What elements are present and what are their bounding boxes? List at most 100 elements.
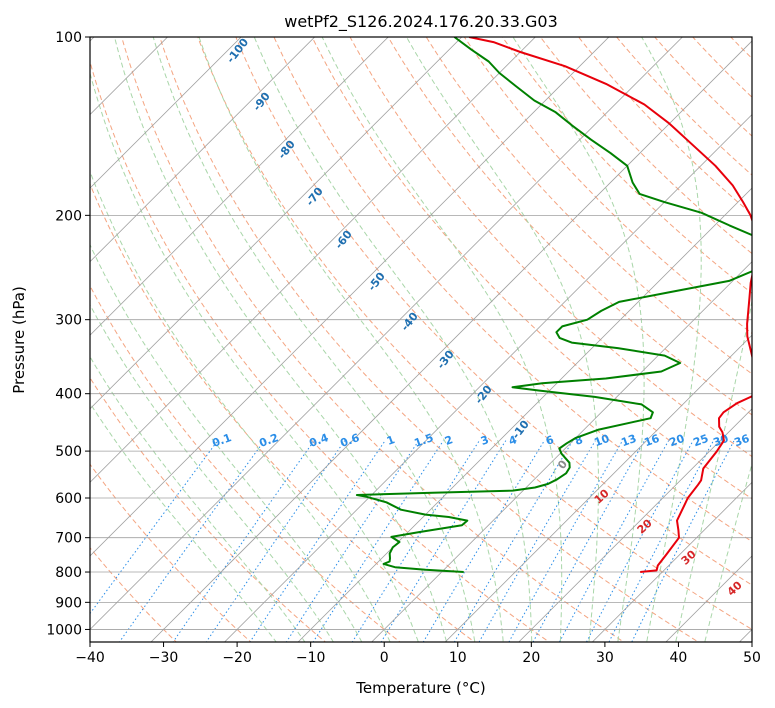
x-tick-label: 10 [449, 650, 467, 666]
mixing-ratio-line [422, 440, 545, 642]
x-axis: −40 −30 −20 −10 0 10 20 30 40 50 [75, 642, 761, 666]
mixing-ratio-line [585, 440, 694, 642]
moist-adiabat-line [704, 462, 752, 642]
mixing-ratio-line [118, 440, 265, 642]
mixing-ratio-label: 6 [544, 433, 556, 448]
mixing-ratio-label: 30 [711, 432, 730, 450]
isotherm-line [90, 37, 242, 189]
dry-adiabat-line [577, 37, 752, 215]
mixing-ratio-line [631, 440, 735, 642]
y-tick-label: 800 [55, 565, 82, 581]
x-tick-label: −10 [296, 650, 326, 666]
sounding-series [355, 37, 752, 573]
dry-adiabat-line [159, 37, 700, 642]
moist-adiabats [90, 37, 752, 642]
isotherm-line [90, 37, 316, 263]
dry-adiabat-line [349, 37, 752, 458]
y-tick-label: 1000 [46, 622, 82, 638]
y-axis: 100 200 300 400 500 600 700 800 900 1000 [46, 30, 90, 638]
y-tick-label: 600 [55, 491, 82, 507]
x-tick-label: 20 [522, 650, 540, 666]
dry-adiabat-line [121, 37, 625, 642]
mixing-ratio-label: 13 [619, 432, 638, 449]
temperature-line [468, 37, 752, 573]
dry-adiabat-line [90, 182, 476, 642]
mixing-ratio-label: 36 [732, 432, 751, 450]
moist-adiabat-line [90, 243, 363, 642]
isotherm-line [90, 37, 536, 483]
mixing-ratio-line [508, 440, 623, 642]
x-tick-label: −40 [75, 650, 105, 666]
mixing-ratio-line [351, 440, 480, 642]
dry-adiabat-line [387, 37, 752, 416]
dry-adiabat-line [197, 37, 752, 631]
mixing-ratio-line [380, 440, 507, 642]
dry-adiabat-line [425, 37, 752, 375]
x-tick-label: 40 [670, 650, 688, 666]
mixing-ratio-line [453, 440, 574, 642]
mixing-ratio-label: 4 [507, 433, 519, 448]
isotherm-line [518, 408, 752, 642]
mixing-ratio-label: 0.4 [307, 431, 330, 450]
y-axis-title: Pressure (hPa) [10, 286, 28, 394]
y-tick-label: 400 [55, 387, 82, 403]
moist-adiabat-line [253, 37, 533, 642]
isotherm-line [90, 37, 610, 557]
y-tick-label: 700 [55, 531, 82, 547]
x-tick-label: 50 [743, 650, 761, 666]
moist-adiabat-line [641, 37, 702, 642]
isotherm-line [90, 37, 389, 336]
isotherm-line [591, 481, 752, 642]
y-tick-label: 200 [55, 208, 82, 224]
moist-adiabat-line [90, 170, 391, 642]
moist-adiabat-line [321, 37, 563, 642]
dry-adiabat-line [463, 37, 752, 335]
x-axis-title: Temperature (°C) [355, 679, 485, 697]
y-tick-label: 900 [55, 595, 82, 611]
mixing-ratio-label: 1.5 [412, 431, 435, 450]
isotherms [90, 37, 752, 642]
mixing-ratio-line [532, 440, 645, 642]
moist-adiabat-line [675, 298, 752, 642]
mixing-ratio-label: 20 [667, 432, 686, 450]
mixing-ratio-line [478, 440, 596, 642]
mixing-ratio-label: 0.6 [338, 431, 361, 450]
moist-adiabat-line [90, 303, 334, 642]
dry-adiabats [90, 37, 752, 642]
isotherm-line [444, 334, 752, 642]
isotherm-line [223, 113, 752, 642]
dry-adiabat-line [90, 376, 327, 642]
x-tick-label: 30 [596, 650, 614, 666]
mixing-ratio-label: 16 [642, 432, 661, 450]
dry-adiabat-line [90, 59, 550, 642]
plot-frame [89, 36, 753, 643]
mixing-ratio-label: 10 [592, 432, 611, 450]
moist-adiabat-line [406, 37, 599, 642]
dry-adiabat-line [90, 463, 252, 642]
mixing-ratio-line [558, 440, 670, 642]
mixing-ratio-label: 3 [479, 433, 491, 448]
dry-adiabat-line [311, 37, 752, 500]
dry-adiabat-line [616, 37, 752, 176]
chart-title: wetPf2_S126.2024.176.20.33.G03 [284, 12, 558, 32]
dry-adiabat-line [273, 37, 752, 543]
mixing-ratio-lines [90, 440, 735, 642]
isotherm-line [371, 261, 752, 642]
x-tick-label: −30 [149, 650, 179, 666]
moist-adiabat-line [90, 355, 306, 642]
y-tick-label: 500 [55, 444, 82, 460]
mixing-ratio-label: 0.1 [210, 431, 233, 450]
x-tick-label: −20 [222, 650, 252, 666]
mixing-ratio-line [205, 440, 346, 642]
mixing-ratio-label: 1 [385, 433, 397, 448]
isotherm-line [90, 37, 684, 631]
mixing-ratio-label: 2 [443, 433, 455, 448]
isotherm-line [90, 37, 463, 410]
moist-adiabat-line [90, 402, 277, 642]
y-tick-label: 100 [55, 30, 82, 46]
moist-adiabat-line [512, 37, 645, 642]
isotherm-line [150, 40, 752, 642]
x-tick-label: 0 [380, 650, 389, 666]
moist-adiabat-line [90, 71, 419, 642]
